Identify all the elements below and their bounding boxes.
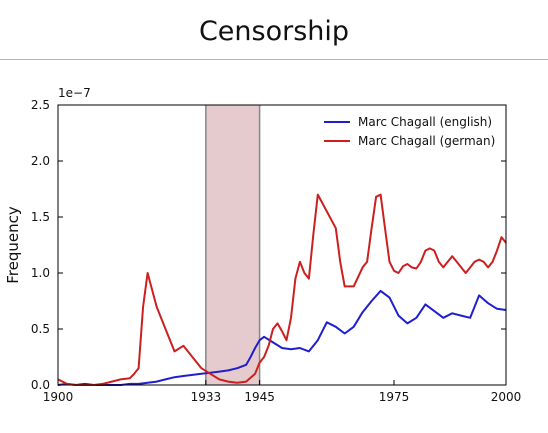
y-tick-label: 0.5 [31, 322, 50, 336]
title-divider [0, 59, 548, 60]
shaded-region [205, 105, 260, 385]
legend: Marc Chagall (english) Marc Chagall (germ… [324, 115, 495, 148]
y-tick-label: 2.5 [31, 98, 50, 112]
series-line-german [57, 193, 507, 386]
legend-label: Marc Chagall (german) [358, 134, 495, 148]
slide-title: Censorship [198, 16, 350, 47]
x-tick-label: 1945 [244, 390, 275, 404]
legend-label: Marc Chagall (english) [358, 115, 492, 129]
plot-frame [57, 104, 507, 386]
y-tick-label: 2.0 [31, 154, 50, 168]
y-tick-label: 0.0 [31, 378, 50, 392]
x-tick-label: 1975 [379, 390, 410, 404]
x-tick-label: 1933 [191, 390, 222, 404]
x-tick-label: 2000 [491, 390, 522, 404]
y-tick-label: 1.5 [31, 210, 50, 224]
y-multiplier-label: 1e−7 [58, 86, 91, 100]
y-axis-label: Frequency [4, 206, 22, 284]
x-tick-label: 1900 [43, 390, 74, 404]
series-line-english [57, 289, 507, 386]
y-tick-label: 1.0 [31, 266, 50, 280]
